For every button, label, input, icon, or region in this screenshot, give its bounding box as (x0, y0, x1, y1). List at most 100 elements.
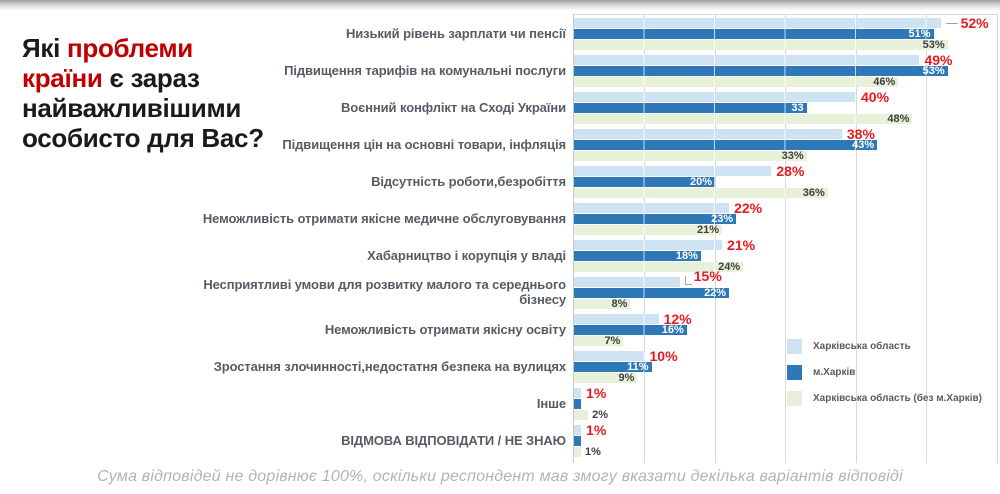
legend-label: Харківська область (без м.Харків) (813, 392, 983, 404)
bar-series3-row2: 46% (574, 77, 899, 88)
bar-value-label-red: 1% (586, 422, 607, 438)
bar-value-label: 1% (585, 446, 601, 458)
bar-series3-row11 (574, 410, 589, 420)
bar-series3-row10: 9% (574, 372, 638, 384)
bar-series2-row1: 51% (574, 28, 934, 40)
bar-value-label: 53% (922, 39, 945, 51)
bar-value-label-red: 10% (649, 348, 678, 364)
category-label: Відсутність роботи,безробіття (371, 173, 566, 189)
chart-title: Які проблеми країни є зараз найважливіши… (22, 33, 280, 153)
category-label: Інше (536, 395, 566, 411)
category-label: Зростання злочинності,недостатня безпека… (213, 358, 566, 374)
title-highlight: проблеми країни (22, 33, 193, 93)
bar-series1-row7 (574, 240, 723, 250)
bar-value-label: 51% (908, 28, 931, 40)
bar-value-label: 33 (791, 102, 804, 114)
bar-value-label: 36% (802, 187, 825, 199)
bar-value-label-red-wrap: 52% (945, 15, 989, 31)
bar-series3-row7: 24% (574, 262, 744, 273)
category-label: Неможливість отримати якісне медичне обс… (202, 210, 566, 226)
bar-value-label: 20% (689, 176, 712, 188)
legend-swatch-icon (787, 390, 802, 406)
category-label: Неможливість отримати якісну освіту (324, 321, 566, 337)
gridline-50 (926, 15, 927, 463)
bar-value-label-red: 15% (693, 268, 722, 284)
bar-series2-row12 (574, 436, 582, 446)
bar-value-label: 7% (604, 335, 621, 347)
title-text-post: є зараз найважливішими особисто для Вас? (22, 63, 264, 153)
bar-series1-row4 (574, 129, 842, 139)
bar-value-label-red-wrap: 49% (924, 53, 952, 67)
bar-series3-row6: 21% (574, 225, 723, 236)
gridline-10 (644, 15, 645, 463)
bar-value-label-red: 49% (924, 52, 953, 68)
bar-series2-row8: 22% (574, 287, 730, 299)
category-label: Підвищення цін на основні товари, інфляц… (282, 136, 566, 152)
bar-value-label-red: 52% (960, 15, 989, 31)
footnote: Сума відповідей не дорівнює 100%, оскіль… (97, 468, 903, 485)
bar-series3-row4: 33% (574, 150, 807, 162)
bar-series2-row10: 11% (574, 362, 652, 373)
bar-value-label-red-wrap: 22% (734, 201, 762, 215)
bar-value-label-red-wrap: 38% (847, 127, 875, 141)
bar-series3-row8: 8% (574, 298, 631, 310)
gridline-60 (996, 15, 998, 463)
bar-series3-row9: 7% (574, 335, 624, 347)
bar-series3-row3: 48% (574, 113, 913, 125)
bar-series1-row2 (574, 55, 920, 65)
bar-series1-row1 (574, 18, 941, 28)
bar-value-label: 16% (661, 324, 684, 336)
bar-series1-row3 (574, 92, 856, 102)
bar-series2-row11 (574, 399, 582, 409)
bar-value-label-red-wrap: 12% (664, 312, 692, 326)
leader-line (684, 275, 692, 285)
legend-label: Харківська область (813, 340, 911, 352)
bar-value-label-red: 40% (861, 89, 890, 105)
category-label: Підвищення тарифів на комунальні послуги (284, 62, 566, 78)
bar-series1-row12 (574, 425, 582, 435)
bar-value-label: 8% (611, 298, 628, 310)
bar-value-label: 48% (887, 113, 910, 125)
bar-value-label-red-wrap: 1% (586, 423, 606, 437)
title-text-pre: Які (22, 33, 67, 63)
bar-value-label: 9% (618, 372, 635, 384)
gridline-30 (785, 15, 786, 463)
legend-item-1: Харківська область (787, 333, 982, 359)
bar-value-label-red-wrap: 1% (586, 386, 606, 400)
legend-swatch-icon (787, 364, 802, 380)
bar-value-label: 33% (781, 150, 804, 162)
bar-series1-row9 (574, 314, 659, 324)
top-gradient-band (0, 0, 1000, 11)
bar-series1-row10 (574, 351, 645, 361)
bar-series3-row12 (574, 447, 582, 457)
bar-series3-row5: 36% (574, 187, 828, 199)
bar-value-label-red-wrap: 10% (650, 349, 678, 363)
bar-value-label-red: 28% (776, 163, 805, 179)
category-label: Хабарництво і корупція у владі (367, 247, 566, 263)
legend: Харківська область м.Харків Харківська обл… (787, 333, 982, 411)
bar-value-label: 43% (852, 139, 875, 151)
bar-series1-row11 (574, 388, 582, 398)
leader-line (945, 22, 958, 24)
bar-value-label: 53% (922, 65, 945, 77)
bar-value-label-red: 22% (734, 200, 763, 216)
category-label: ВІДМОВА ВІДПОВІДАТИ / НЕ ЗНАЮ (341, 432, 566, 448)
bar-series1-row6 (574, 203, 730, 213)
plot-area: 52% 51% 53% 49% 53% 46% 40% 33 48% 38% 43% 33% 28% 20… (573, 14, 998, 463)
bar-series2-row6: 23% (574, 214, 737, 225)
gridline-40 (855, 15, 857, 463)
bar-value-label: 18% (675, 250, 698, 262)
category-label: Воєнний конфлікт на Сході України (340, 99, 566, 115)
category-label: Несприятливі умови для розвитку малого т… (203, 277, 566, 307)
bar-value-label-red: 21% (727, 237, 756, 253)
bar-value-label-red: 12% (663, 311, 692, 327)
bar-series2-row5: 20% (574, 176, 715, 188)
bar-series2-row9: 16% (574, 324, 687, 336)
bar-series3-row1: 53% (574, 39, 948, 51)
legend-label: м.Харків (813, 366, 856, 378)
bar-series2-row7: 18% (574, 250, 701, 262)
legend-item-3: Харківська область (без м.Харків) (787, 385, 982, 411)
legend-item-2: м.Харків (787, 359, 982, 385)
bar-value-label: 22% (704, 287, 727, 299)
bar-series2-row4: 43% (574, 139, 878, 151)
